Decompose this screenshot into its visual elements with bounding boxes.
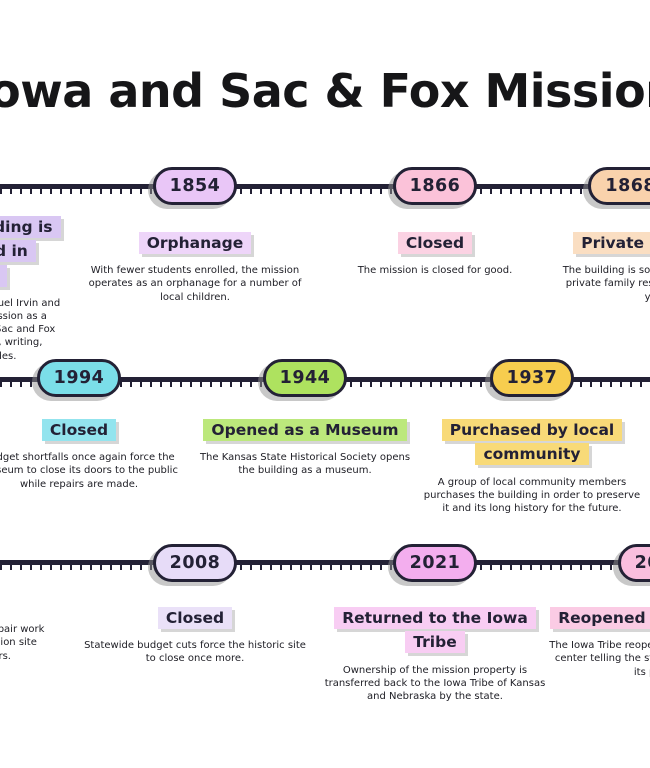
year-badge: 1944 bbox=[262, 359, 348, 397]
timeline-event: 2024 Reopened to the public The Iowa Tri… bbox=[540, 544, 650, 679]
event-label: Closed bbox=[157, 607, 233, 629]
page-title: Iowa and Sac & Fox Mission bbox=[0, 64, 650, 118]
timeline-event: 1994 Closed Budget shortfalls once again… bbox=[0, 359, 199, 491]
year-badge: 2024 bbox=[617, 544, 650, 582]
event-description: Presbyterian missionaries Samuel Irvin a… bbox=[0, 297, 61, 362]
year-badge-wrap: 2024 bbox=[540, 544, 650, 582]
year-badge-wrap: 1866 bbox=[315, 167, 555, 205]
year-badge: 1994 bbox=[36, 359, 122, 397]
event-description: A group of local community members purch… bbox=[423, 476, 641, 514]
year-badge: 1866 bbox=[392, 167, 478, 205]
event-description: Statewide budget cuts force the historic… bbox=[84, 640, 306, 665]
timeline-line-row3 bbox=[0, 560, 650, 570]
year-badge-wrap: 2021 bbox=[315, 544, 555, 582]
year-badge-wrap: 1937 bbox=[412, 359, 650, 397]
event-description: The Kansas State Historical Society open… bbox=[199, 452, 411, 477]
timeline-event: 1854 Orphanage With fewer students enrol… bbox=[75, 167, 315, 304]
year-badge: 1854 bbox=[152, 167, 238, 205]
year-badge-wrap: 1944 bbox=[185, 359, 425, 397]
event-description: The building is sold off and serves as a… bbox=[562, 265, 650, 303]
timeline-event: 2021 Returned to the Iowa Tribe Ownershi… bbox=[315, 544, 555, 703]
year-badge: 2021 bbox=[392, 544, 478, 582]
event-description: With fewer students enrolled, the missio… bbox=[88, 265, 302, 303]
year-badge: 2008 bbox=[152, 544, 238, 582]
year-badge: 1868-1937 bbox=[588, 167, 650, 205]
timeline-event: The mission building is completed and in… bbox=[0, 167, 72, 363]
timeline-event: 1944 Opened as a Museum The Kansas State… bbox=[185, 359, 425, 478]
year-badge-wrap: 1868-1937 bbox=[540, 167, 650, 205]
event-label: Private Residence bbox=[573, 232, 650, 254]
event-label: Opened as a Museum bbox=[203, 419, 407, 441]
year-badge-wrap: 2008 bbox=[75, 544, 315, 582]
year-badge-wrap: 1854 bbox=[75, 167, 315, 205]
event-label: The mission building is completed and in… bbox=[0, 216, 61, 287]
event-description: The Iowa Tribe reopens the site as a cul… bbox=[549, 640, 650, 678]
year-badge-wrap bbox=[0, 544, 60, 566]
year-badge: 1937 bbox=[489, 359, 575, 397]
event-description: Budget shortfalls once again force the m… bbox=[0, 452, 178, 490]
event-description: After years of fundraising and repair wo… bbox=[0, 624, 45, 662]
timeline-event: 2008 Closed Statewide budget cuts force … bbox=[75, 544, 315, 666]
event-description: Ownership of the mission property is tra… bbox=[324, 664, 546, 702]
event-label: Returned to the Iowa Tribe bbox=[334, 607, 536, 654]
timeline-event: After years of fundraising and repair wo… bbox=[0, 544, 60, 663]
event-label: Closed bbox=[41, 419, 117, 441]
timeline-line-row1 bbox=[0, 184, 650, 194]
year-badge-wrap: 1994 bbox=[0, 359, 199, 397]
year-badge-wrap bbox=[0, 167, 72, 189]
timeline-event: 1937 Purchased by local community A grou… bbox=[412, 359, 650, 515]
timeline-event: 1866 Closed The mission is closed for go… bbox=[315, 167, 555, 277]
timeline-event: 1868-1937 Private Residence The building… bbox=[540, 167, 650, 304]
event-label: Closed bbox=[397, 232, 473, 254]
event-label: Orphanage bbox=[138, 232, 252, 254]
event-label: Reopened to the public bbox=[550, 607, 650, 629]
event-description: The mission is closed for good. bbox=[357, 265, 513, 277]
event-label: Purchased by local community bbox=[441, 419, 623, 466]
